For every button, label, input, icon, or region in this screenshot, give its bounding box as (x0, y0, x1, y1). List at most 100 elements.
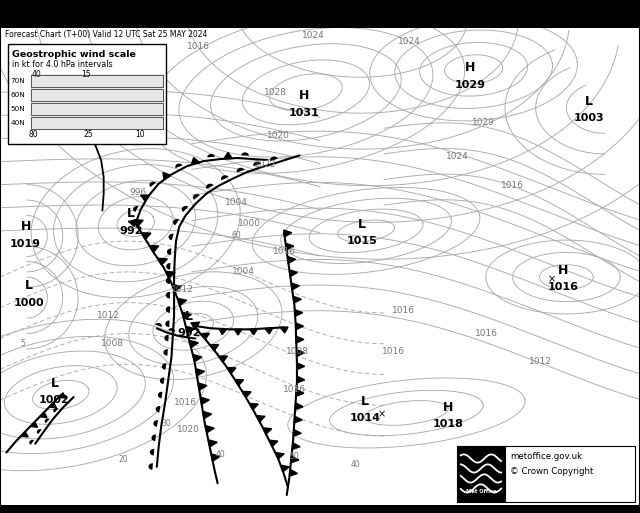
Polygon shape (53, 408, 58, 412)
Text: 1012: 1012 (171, 285, 194, 294)
Text: 1004: 1004 (225, 198, 248, 207)
Text: 992: 992 (120, 226, 143, 236)
Text: 1012: 1012 (97, 311, 120, 320)
Polygon shape (158, 392, 163, 399)
Polygon shape (294, 416, 302, 423)
Text: 1008: 1008 (286, 347, 309, 356)
Polygon shape (287, 256, 296, 263)
Text: 80: 80 (28, 130, 38, 140)
Text: 1020: 1020 (267, 131, 290, 141)
Bar (0, 505, 640, 513)
Polygon shape (172, 285, 181, 292)
Bar (31, 117, 163, 129)
Text: 1016: 1016 (283, 385, 306, 394)
Polygon shape (221, 175, 228, 180)
Polygon shape (265, 328, 273, 334)
Polygon shape (148, 463, 153, 470)
Text: 1028: 1028 (264, 88, 287, 97)
Text: 1031: 1031 (289, 108, 319, 118)
Text: Geostrophic wind scale: Geostrophic wind scale (12, 50, 136, 59)
Text: 1016: 1016 (392, 306, 415, 315)
Text: 1024: 1024 (398, 36, 421, 46)
Text: 40: 40 (32, 70, 42, 80)
Text: in kt for 4.0 hPa intervals: in kt for 4.0 hPa intervals (12, 60, 113, 69)
Text: 10: 10 (136, 130, 145, 140)
Polygon shape (205, 426, 214, 433)
Polygon shape (189, 341, 198, 348)
Text: 1003: 1003 (573, 113, 604, 123)
Polygon shape (156, 406, 161, 412)
Text: 20: 20 (118, 455, 129, 464)
Text: 1015: 1015 (346, 236, 377, 246)
Polygon shape (141, 233, 151, 240)
Text: 40N: 40N (10, 121, 25, 126)
Polygon shape (182, 206, 188, 212)
Text: L: L (127, 207, 135, 221)
Polygon shape (149, 182, 156, 187)
Bar (457, 446, 505, 502)
Polygon shape (160, 378, 164, 384)
Text: 1012: 1012 (529, 357, 552, 366)
Polygon shape (289, 270, 298, 277)
Text: metoffice.gov.uk: metoffice.gov.uk (510, 452, 582, 462)
Polygon shape (21, 431, 28, 437)
Text: H: H (465, 61, 476, 74)
Text: 1000: 1000 (13, 298, 44, 308)
Text: Forecast Chart (T+00) Valid 12 UTC Sat 25 MAY 2024: Forecast Chart (T+00) Valid 12 UTC Sat 2… (5, 30, 207, 39)
Text: L: L (361, 394, 369, 408)
Polygon shape (293, 429, 301, 436)
Polygon shape (237, 168, 244, 172)
Polygon shape (191, 322, 200, 328)
Text: 1002: 1002 (39, 395, 70, 405)
Text: 40: 40 (350, 460, 360, 469)
Polygon shape (295, 403, 303, 410)
Polygon shape (227, 368, 236, 373)
Polygon shape (263, 428, 271, 434)
Text: 15: 15 (81, 70, 91, 80)
Polygon shape (201, 333, 209, 340)
Polygon shape (191, 157, 200, 164)
Bar (0, 0, 640, 28)
Polygon shape (149, 246, 159, 252)
Polygon shape (296, 349, 304, 357)
Polygon shape (294, 309, 303, 317)
Text: 1000: 1000 (238, 219, 261, 228)
Polygon shape (168, 328, 175, 332)
Polygon shape (166, 271, 175, 278)
Polygon shape (276, 452, 284, 459)
Polygon shape (241, 152, 249, 156)
Polygon shape (150, 449, 154, 456)
Polygon shape (280, 327, 288, 333)
Polygon shape (296, 323, 303, 330)
Polygon shape (134, 220, 143, 226)
Polygon shape (166, 306, 170, 313)
Text: 1016: 1016 (174, 398, 197, 407)
Polygon shape (243, 391, 251, 398)
Polygon shape (269, 440, 278, 446)
Text: ×: × (378, 409, 385, 420)
Polygon shape (250, 403, 258, 410)
Polygon shape (203, 411, 212, 419)
Polygon shape (168, 234, 173, 240)
Polygon shape (207, 154, 215, 157)
Polygon shape (162, 363, 166, 370)
Text: 50N: 50N (10, 106, 25, 112)
Polygon shape (152, 435, 156, 441)
Polygon shape (211, 454, 220, 461)
Polygon shape (208, 440, 217, 447)
Polygon shape (141, 195, 149, 201)
Text: 25: 25 (83, 130, 93, 140)
Polygon shape (200, 397, 209, 404)
Text: 1016: 1016 (548, 282, 579, 292)
Polygon shape (163, 349, 168, 356)
Text: 60N: 60N (10, 92, 25, 98)
Text: 1024: 1024 (446, 152, 469, 161)
Polygon shape (163, 172, 171, 180)
Text: 1024: 1024 (302, 31, 325, 41)
Text: H: H (558, 264, 568, 277)
Text: 1016: 1016 (273, 247, 296, 256)
Polygon shape (164, 334, 169, 341)
Polygon shape (182, 312, 191, 320)
Polygon shape (175, 164, 182, 168)
Polygon shape (155, 323, 162, 327)
